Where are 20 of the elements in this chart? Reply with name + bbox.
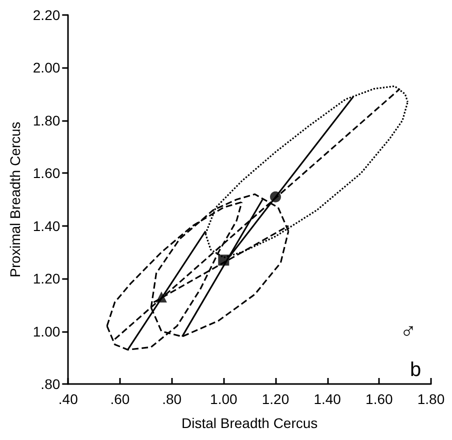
- y-tick-label: 1.80: [32, 112, 60, 128]
- x-tick-label: 1.80: [417, 391, 445, 407]
- y-tick-label: 1.40: [32, 218, 60, 234]
- x-tick-label: .60: [110, 391, 130, 407]
- y-axis-title: Proximal Breadth Cercus: [7, 122, 23, 278]
- x-tick-label: .40: [58, 391, 78, 407]
- x-tick-label: 1.60: [366, 391, 393, 407]
- x-tick-label: 1.00: [210, 391, 238, 407]
- annotation: ♂: [400, 318, 416, 344]
- y-tick-label: 1.20: [32, 270, 60, 287]
- y-tick-label: 1.60: [32, 165, 60, 182]
- y-tick-label: 1.00: [32, 323, 60, 340]
- x-tick-label: .80: [162, 391, 182, 407]
- x-tick-label: 1.20: [262, 391, 290, 407]
- y-tick-label: .80: [40, 376, 60, 392]
- x-axis-title: Distal Breadth Cercus: [181, 415, 318, 431]
- y-tick-label: 2.00: [32, 60, 60, 76]
- annotation: b: [410, 359, 422, 381]
- x-tick-label: 1.40: [314, 391, 342, 407]
- y-tick-label: 2.20: [32, 7, 60, 23]
